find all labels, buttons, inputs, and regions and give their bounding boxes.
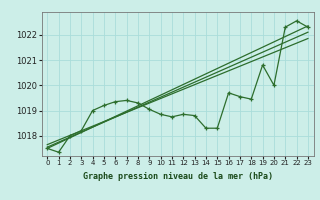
X-axis label: Graphe pression niveau de la mer (hPa): Graphe pression niveau de la mer (hPa) (83, 172, 273, 181)
